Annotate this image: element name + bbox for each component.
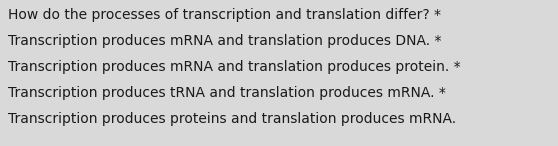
Text: Transcription produces tRNA and translation produces mRNA. *: Transcription produces tRNA and translat… <box>8 86 446 100</box>
Text: Transcription produces mRNA and translation produces protein. *: Transcription produces mRNA and translat… <box>8 60 460 74</box>
Text: How do the processes of transcription and translation differ? *: How do the processes of transcription an… <box>8 8 441 22</box>
Text: Transcription produces proteins and translation produces mRNA.: Transcription produces proteins and tran… <box>8 112 456 126</box>
Text: Transcription produces mRNA and translation produces DNA. *: Transcription produces mRNA and translat… <box>8 34 441 48</box>
